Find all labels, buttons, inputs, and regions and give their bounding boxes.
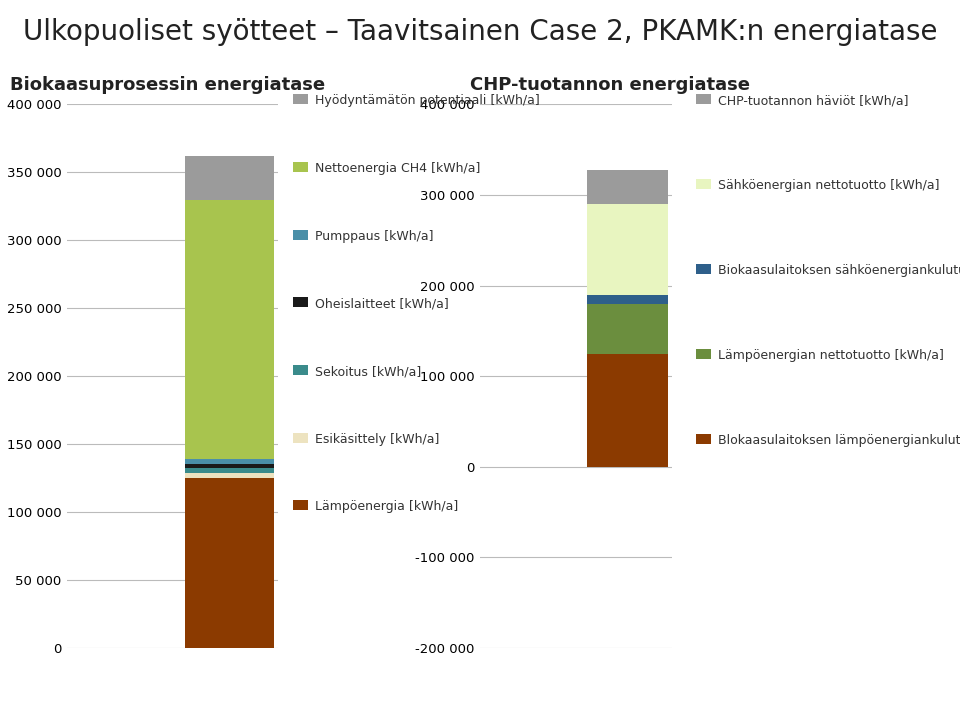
Text: Ulkopuoliset syötteet – Taavitsainen Case 2, PKAMK:n energiatase: Ulkopuoliset syötteet – Taavitsainen Cas… xyxy=(23,18,937,46)
Bar xyxy=(185,478,275,648)
Bar xyxy=(185,199,275,459)
Bar xyxy=(185,473,275,478)
Bar xyxy=(588,204,668,294)
Bar xyxy=(185,468,275,473)
Bar xyxy=(588,294,668,304)
Bar xyxy=(588,170,668,204)
Text: Lämpöenergia [kWh/a]: Lämpöenergia [kWh/a] xyxy=(315,500,459,513)
Bar xyxy=(185,459,275,464)
Text: Biokaasuprosessin energiatase: Biokaasuprosessin energiatase xyxy=(11,76,325,94)
Bar xyxy=(588,304,668,354)
Text: Blokaasulaitoksen lämpöenergiankulutus [kWh/a]: Blokaasulaitoksen lämpöenergiankulutus [… xyxy=(718,434,960,447)
Text: CHP-tuotannon häviöt [kWh/a]: CHP-tuotannon häviöt [kWh/a] xyxy=(718,94,909,107)
Text: Sekoitus [kWh/a]: Sekoitus [kWh/a] xyxy=(315,365,421,378)
Text: Biokaasulaitoksen sähköenergiankulutus [kWh/a]: Biokaasulaitoksen sähköenergiankulutus [… xyxy=(718,264,960,277)
Text: Sähköenergian nettotuotto [kWh/a]: Sähköenergian nettotuotto [kWh/a] xyxy=(718,179,940,192)
Text: Esikäsittely [kWh/a]: Esikäsittely [kWh/a] xyxy=(315,433,440,446)
Text: CHP-tuotannon energiatase: CHP-tuotannon energiatase xyxy=(469,76,750,94)
Text: Nettoenergia CH4 [kWh/a]: Nettoenergia CH4 [kWh/a] xyxy=(315,162,481,175)
Text: Lämpöenergian nettotuotto [kWh/a]: Lämpöenergian nettotuotto [kWh/a] xyxy=(718,349,945,362)
Bar xyxy=(185,464,275,468)
Text: Oheislaitteet [kWh/a]: Oheislaitteet [kWh/a] xyxy=(315,297,449,310)
Text: Pumppaus [kWh/a]: Pumppaus [kWh/a] xyxy=(315,230,434,243)
Bar xyxy=(588,354,668,467)
Text: Hyödyntämätön potentiaali [kWh/a]: Hyödyntämätön potentiaali [kWh/a] xyxy=(315,94,540,107)
Bar xyxy=(185,156,275,199)
